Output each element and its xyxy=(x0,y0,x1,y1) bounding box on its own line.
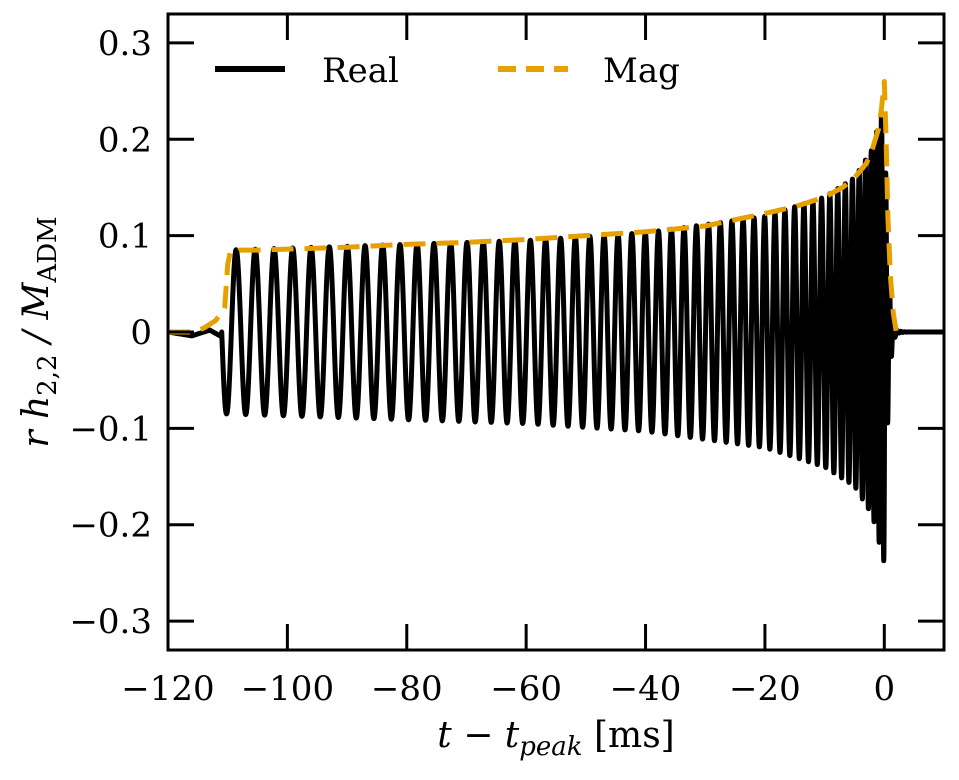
y-axis-label-sub1: 2,2 xyxy=(33,354,63,395)
y-tick-label: −0.2 xyxy=(69,506,152,546)
x-axis-label-unit: [ms] xyxy=(583,715,675,756)
series-real-line xyxy=(168,110,944,564)
y-axis-label-prefix: r h xyxy=(16,396,57,448)
ticks-layer xyxy=(166,14,944,650)
y-axis-label: r h2,2 / MADM xyxy=(16,216,63,447)
y-tick-label: 0.3 xyxy=(98,24,152,64)
x-axis-label-sub: peak xyxy=(519,732,582,762)
legend-mag-label: Mag xyxy=(603,51,680,91)
legend-real-label: Real xyxy=(322,51,399,91)
series-mag-line xyxy=(168,78,899,335)
x-tick-label: −100 xyxy=(241,669,334,709)
y-axis-label-sub2: ADM xyxy=(33,216,63,283)
x-tick-label: −80 xyxy=(371,669,443,709)
x-tick-label: −120 xyxy=(121,669,214,709)
x-tick-label: 0 xyxy=(873,669,895,709)
x-tick-label: −20 xyxy=(729,669,801,709)
tick-labels-layer: −120 −100 −80 −60 −40 −20 0 0.3 0.2 0.1 0 −0.1 −0.2 −… xyxy=(69,24,895,709)
y-tick-label: 0 xyxy=(130,313,152,353)
x-axis-label-main: t − t xyxy=(437,715,520,756)
series-layer xyxy=(168,78,944,564)
y-tick-label: 0.2 xyxy=(98,120,152,160)
x-tick-label: −60 xyxy=(490,669,562,709)
y-tick-label: −0.3 xyxy=(69,602,152,642)
x-axis-label: t − tpeak [ms] xyxy=(437,715,674,762)
y-axis-label-mid: / M xyxy=(16,281,57,354)
x-tick-label: −40 xyxy=(610,669,682,709)
y-tick-label: −0.1 xyxy=(69,409,152,449)
y-tick-label: 0.1 xyxy=(98,217,152,257)
legend: Real Mag xyxy=(215,51,680,91)
